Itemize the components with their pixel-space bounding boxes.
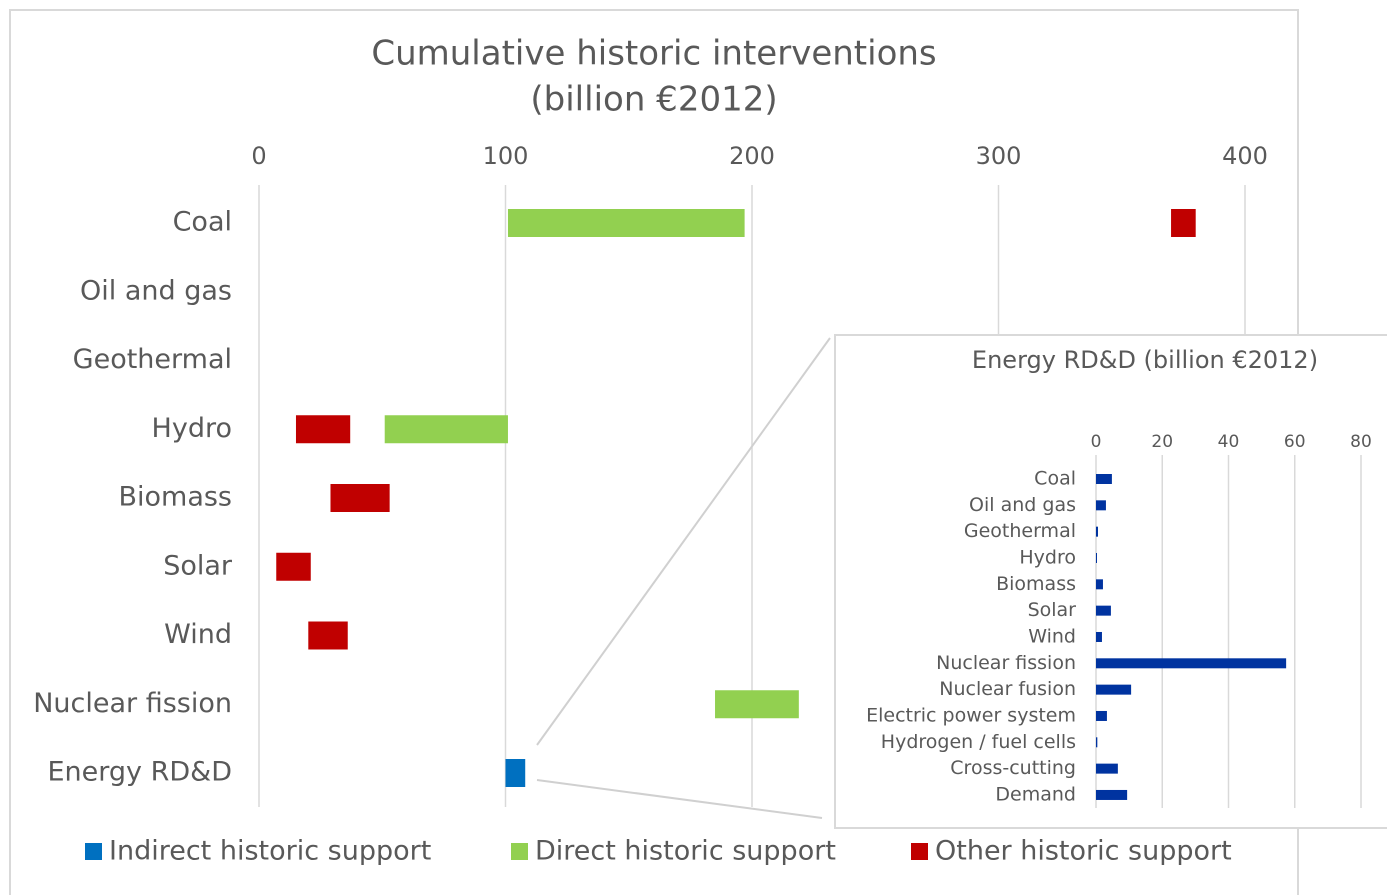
bar bbox=[330, 484, 390, 512]
bar bbox=[1096, 658, 1287, 669]
y-tick-label: Oil and gas bbox=[969, 494, 1076, 516]
y-tick-label: Electric power system bbox=[866, 704, 1076, 726]
y-tick-label: Nuclear fission bbox=[33, 688, 232, 719]
x-tick-label: 60 bbox=[1284, 432, 1306, 452]
chart-subtitle: (billion €2012) bbox=[530, 80, 777, 120]
inset-plot: 0 20 40 60 80 Coal Oil and gas Geothermal Hydro B… bbox=[866, 432, 1372, 808]
legend-swatch bbox=[911, 843, 928, 860]
bar bbox=[1096, 605, 1111, 616]
y-tick-label: Hydro bbox=[152, 413, 232, 444]
x-tick-label: 300 bbox=[976, 142, 1022, 170]
bar bbox=[715, 690, 799, 719]
y-tick-label: Geothermal bbox=[964, 520, 1076, 542]
x-tick-label: 40 bbox=[1218, 432, 1240, 452]
y-tick-label: Oil and gas bbox=[80, 275, 232, 306]
y-tick-label: Cross-cutting bbox=[950, 757, 1076, 779]
y-tick-label: Solar bbox=[163, 550, 233, 581]
bar bbox=[1096, 552, 1097, 563]
bar bbox=[295, 415, 351, 444]
y-tick-label: Solar bbox=[1028, 599, 1077, 621]
x-tick-label: 0 bbox=[251, 142, 266, 170]
bar bbox=[384, 415, 508, 444]
bar bbox=[1096, 737, 1098, 748]
legend-label: Indirect historic support bbox=[109, 836, 431, 867]
bar bbox=[308, 621, 348, 650]
bar bbox=[507, 209, 745, 237]
y-tick-label: Coal bbox=[173, 207, 232, 238]
legend-label: Direct historic support bbox=[535, 836, 836, 867]
bar bbox=[1096, 579, 1103, 590]
y-tick-label: Hydro bbox=[1019, 546, 1076, 568]
y-tick-label: Biomass bbox=[118, 482, 232, 513]
bar bbox=[1171, 209, 1196, 237]
y-tick-label: Hydrogen / fuel cells bbox=[881, 731, 1076, 753]
x-tick-label: 80 bbox=[1350, 432, 1372, 452]
x-tick-label: 0 bbox=[1091, 432, 1102, 452]
y-tick-label: Demand bbox=[995, 783, 1076, 805]
bar bbox=[1096, 526, 1098, 537]
legend-label: Other historic support bbox=[935, 836, 1232, 867]
chart-title: Cumulative historic interventions bbox=[371, 34, 936, 74]
bar bbox=[1096, 631, 1102, 642]
bar bbox=[1096, 684, 1132, 695]
bar bbox=[1096, 710, 1107, 721]
bar bbox=[1096, 763, 1118, 774]
y-tick-label: Nuclear fusion bbox=[939, 678, 1076, 700]
y-tick-label: Nuclear fission bbox=[936, 652, 1076, 674]
legend-swatch bbox=[85, 843, 102, 860]
x-tick-label: 200 bbox=[729, 142, 775, 170]
bar bbox=[1096, 474, 1112, 484]
bar bbox=[1096, 500, 1106, 511]
y-tick-label: Biomass bbox=[996, 573, 1076, 595]
zoom-line bbox=[536, 779, 823, 819]
inset-frame bbox=[834, 334, 1387, 829]
inset-title: Energy RD&D (billion €2012) bbox=[972, 346, 1318, 374]
x-tick-label: 20 bbox=[1151, 432, 1173, 452]
y-tick-label: Geothermal bbox=[73, 344, 232, 375]
bar bbox=[505, 759, 526, 787]
x-tick-label: 100 bbox=[483, 142, 529, 170]
y-tick-label: Wind bbox=[164, 619, 232, 650]
y-tick-label: Coal bbox=[1034, 468, 1076, 490]
zoom-line bbox=[536, 337, 831, 746]
legend-swatch bbox=[511, 843, 528, 860]
y-tick-label: Wind bbox=[1028, 625, 1076, 647]
bar bbox=[1096, 789, 1128, 800]
x-tick-label: 400 bbox=[1222, 142, 1268, 170]
bar bbox=[276, 552, 311, 581]
y-tick-label: Energy RD&D bbox=[47, 757, 232, 788]
